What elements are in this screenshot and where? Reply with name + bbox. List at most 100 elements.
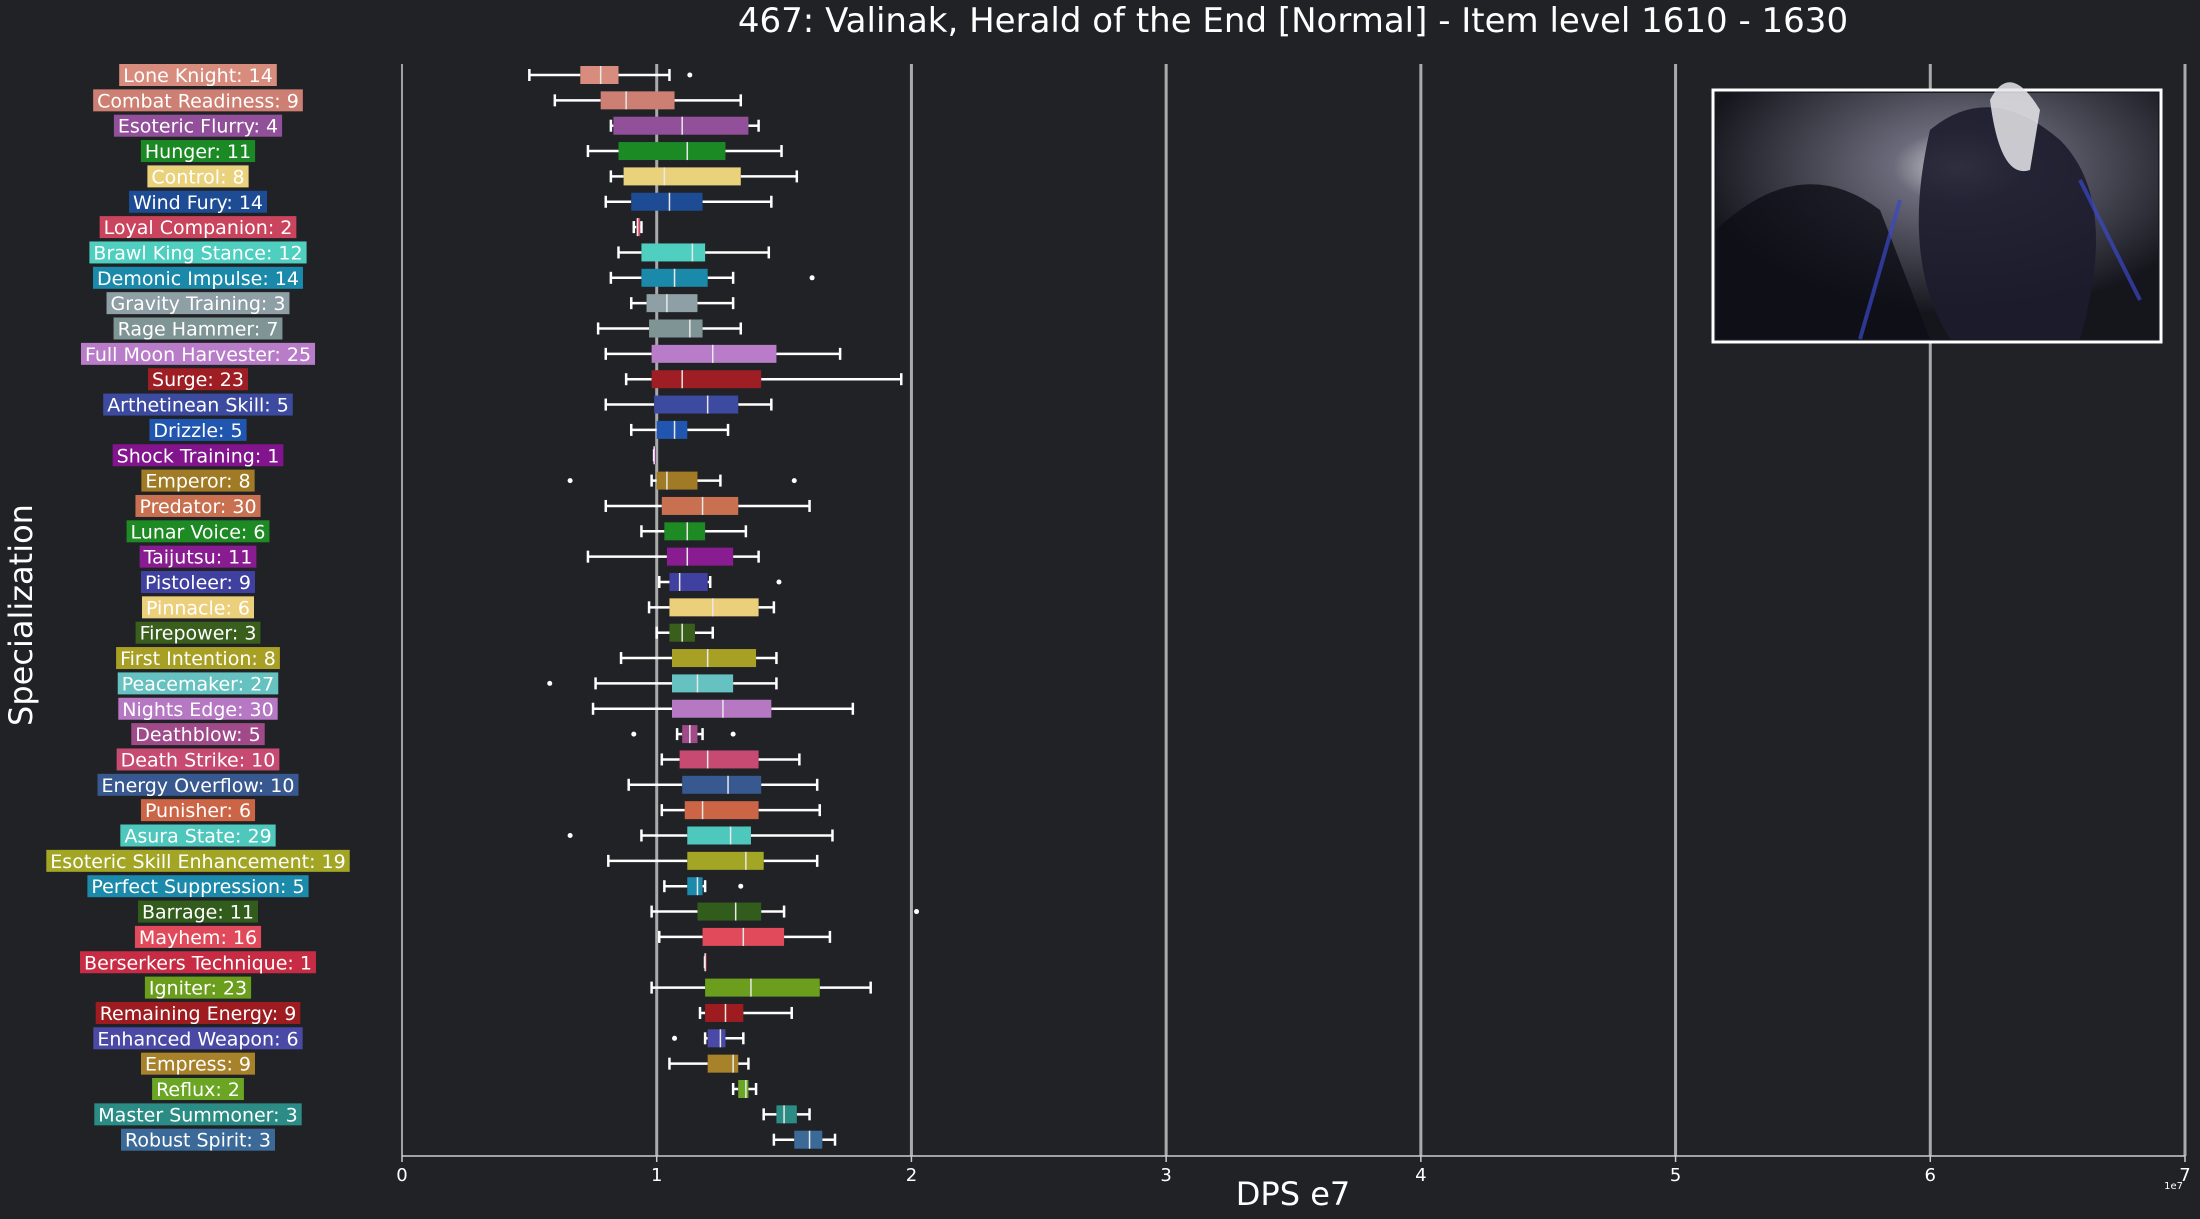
category-label: Mayhem: 16 bbox=[134, 925, 262, 949]
category-label-background bbox=[97, 773, 299, 796]
category-label: Nights Edge: 30 bbox=[118, 697, 278, 721]
box-group bbox=[629, 294, 735, 313]
category-label-text: Esoteric Skill Enhancement: 19 bbox=[50, 851, 345, 873]
x-tick-label: 6 bbox=[1925, 1165, 1936, 1186]
category-label: Pistoleer: 9 bbox=[141, 571, 255, 594]
iqr-box bbox=[580, 66, 619, 84]
iqr-box bbox=[707, 1054, 739, 1073]
category-label-background bbox=[118, 697, 278, 720]
x-tick-label: 5 bbox=[1670, 1165, 1681, 1186]
category-label-background bbox=[116, 748, 280, 771]
category-label-background bbox=[140, 140, 256, 163]
x-tick-label: 4 bbox=[1415, 1165, 1426, 1186]
outlier-point bbox=[631, 731, 637, 737]
box-group bbox=[567, 471, 797, 490]
category-label-text: Berserkers Technique: 1 bbox=[84, 952, 312, 974]
box-group bbox=[528, 66, 693, 84]
y-axis-label: Specialization bbox=[2, 504, 40, 726]
category-label: Asura State: 29 bbox=[120, 824, 276, 848]
box-group bbox=[658, 927, 832, 946]
category-label: Deathblow: 5 bbox=[131, 723, 265, 746]
category-label-background bbox=[141, 469, 255, 492]
category-label-text: Peacemaker: 27 bbox=[122, 673, 275, 695]
iqr-box bbox=[671, 699, 772, 718]
outlier-point bbox=[730, 731, 736, 737]
category-label-text: Loyal Companion: 2 bbox=[104, 217, 293, 239]
category-label-background bbox=[80, 342, 316, 365]
box-group bbox=[632, 218, 643, 237]
category-label-text: Nights Edge: 30 bbox=[122, 699, 273, 721]
category-label: Wind Fury: 14 bbox=[128, 190, 268, 214]
box-group bbox=[617, 243, 771, 262]
category-label-text: Hunger: 11 bbox=[145, 141, 251, 163]
category-label-background bbox=[141, 1052, 255, 1075]
category-label-text: Robust Spirit: 3 bbox=[125, 1130, 271, 1152]
category-label-text: Pistoleer: 9 bbox=[145, 572, 251, 594]
category-label: First Intention: 8 bbox=[116, 647, 280, 670]
category-label-background bbox=[89, 241, 307, 264]
box-group bbox=[655, 623, 715, 642]
x-axis-ticks: 0 1 2 3 4 5 6 7 bbox=[396, 1156, 2191, 1186]
outlier-point bbox=[914, 909, 920, 915]
category-label: Shock Training: 1 bbox=[112, 444, 284, 467]
box-group bbox=[586, 547, 760, 566]
iqr-box bbox=[600, 91, 675, 110]
category-label-text: First Intention: 8 bbox=[120, 648, 276, 670]
category-label-background bbox=[152, 1078, 244, 1100]
iqr-box bbox=[656, 471, 698, 490]
box-group bbox=[660, 750, 801, 769]
category-label-text: Drizzle: 5 bbox=[153, 420, 242, 442]
iqr-box bbox=[671, 649, 757, 668]
outlier-point bbox=[672, 1035, 678, 1041]
x-tick-label: 2 bbox=[906, 1165, 917, 1186]
x-tick-label: 0 bbox=[396, 1165, 407, 1186]
category-label-text: Gravity Training: 3 bbox=[111, 293, 286, 315]
outlier-point bbox=[567, 833, 573, 838]
iqr-box bbox=[664, 522, 706, 541]
category-label: Control: 8 bbox=[147, 165, 249, 188]
iqr-box bbox=[613, 116, 749, 135]
iqr-box bbox=[641, 243, 706, 262]
box-group bbox=[660, 801, 821, 820]
box-group bbox=[652, 446, 656, 465]
box-group bbox=[772, 1130, 837, 1149]
iqr-box bbox=[671, 674, 734, 693]
category-label-background bbox=[116, 647, 280, 670]
category-label: Enhanced Weapon: 6 bbox=[93, 1027, 303, 1050]
category-label: Demonic Impulse: 14 bbox=[93, 266, 303, 290]
iqr-box bbox=[666, 547, 734, 566]
category-label-background bbox=[140, 799, 256, 822]
category-label: Loyal Companion: 2 bbox=[99, 216, 297, 239]
category-label-background bbox=[131, 723, 265, 746]
plot-frame bbox=[401, 64, 2185, 1157]
category-label: Combat Readiness: 9 bbox=[93, 89, 303, 112]
category-label-text: Firepower: 3 bbox=[140, 623, 257, 645]
category-label-background bbox=[106, 292, 290, 315]
category-label-background bbox=[147, 165, 249, 188]
category-label: Energy Overflow: 10 bbox=[97, 773, 299, 797]
box-group bbox=[586, 142, 783, 161]
category-label: Emperor: 8 bbox=[141, 469, 255, 493]
iqr-box bbox=[669, 573, 708, 591]
category-label: Peacemaker: 27 bbox=[117, 672, 279, 695]
iqr-box bbox=[679, 750, 759, 769]
category-label: Lone Knight: 14 bbox=[119, 64, 277, 87]
category-label-text: Empress: 9 bbox=[145, 1054, 251, 1076]
iqr-box bbox=[687, 851, 764, 870]
category-label-background bbox=[112, 444, 284, 467]
category-label-text: Control: 8 bbox=[151, 166, 244, 188]
category-label-text: Demonic Impulse: 14 bbox=[97, 268, 299, 290]
iqr-box bbox=[649, 319, 703, 338]
iqr-box bbox=[669, 598, 759, 617]
category-label-text: Rage Hammer: 7 bbox=[118, 319, 279, 341]
iqr-box bbox=[661, 496, 739, 515]
box-group bbox=[668, 1054, 750, 1073]
box-group bbox=[663, 877, 744, 896]
category-label: Surge: 23 bbox=[148, 368, 248, 391]
boss-portrait-icon bbox=[1711, 82, 2163, 344]
category-label-text: Brawl King Stance: 12 bbox=[93, 242, 302, 264]
box-group bbox=[762, 1105, 811, 1124]
iqr-box bbox=[776, 1105, 797, 1124]
category-label-text: Taijutsu: 11 bbox=[143, 547, 253, 569]
category-label-background bbox=[121, 1128, 275, 1151]
